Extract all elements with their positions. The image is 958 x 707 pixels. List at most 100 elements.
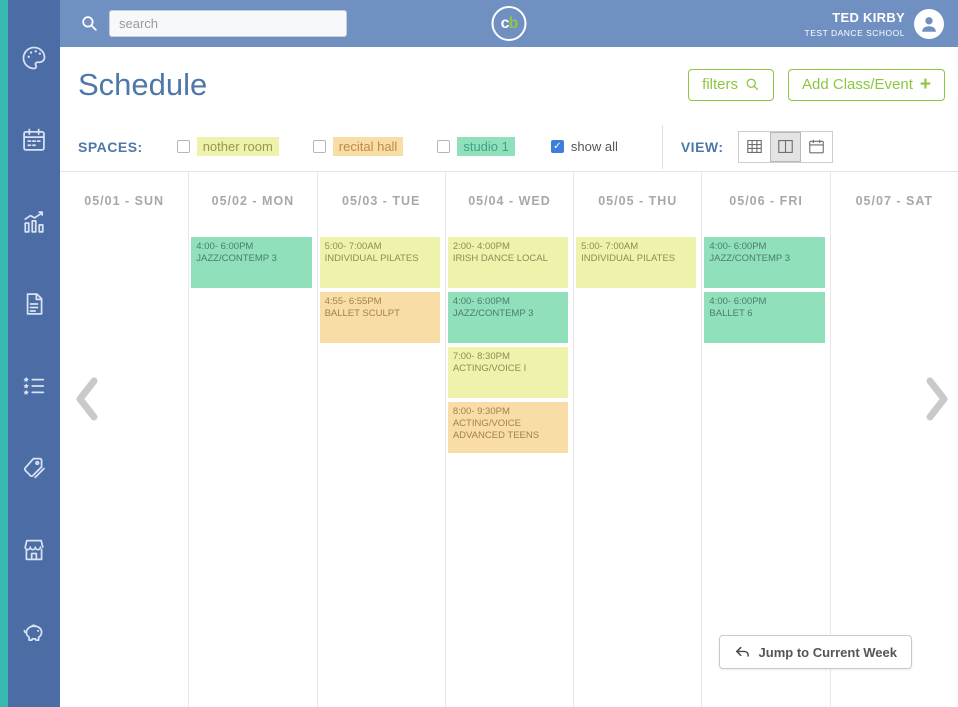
day-column: 05/01 - SUN: [60, 172, 188, 707]
space-options: nother room recital hall studio 1: [143, 137, 515, 156]
event-title: JAZZ/CONTEMP 3: [709, 253, 791, 264]
day-header: 05/04 - WED: [468, 194, 551, 208]
show-all-label: show all: [570, 139, 618, 154]
event[interactable]: 5:00- 7:00AM INDIVIDUAL PILATES: [319, 237, 440, 288]
event[interactable]: 4:55- 6:55PM BALLET SCULPT: [319, 292, 440, 343]
space-option-nother-room[interactable]: nother room: [176, 137, 279, 156]
event[interactable]: 7:00- 8:30PM ACTING/VOICE I: [447, 347, 569, 398]
event[interactable]: 4:00- 6:00PM JAZZ/CONTEMP 3: [191, 237, 312, 288]
day-column: 05/02 - MON 4:00- 6:00PM JAZZ/CONTEMP 3: [188, 172, 316, 707]
view-label: VIEW:: [680, 138, 724, 155]
avatar[interactable]: [914, 8, 944, 39]
event-title: JAZZ/CONTEMP 3: [452, 308, 534, 319]
event[interactable]: 2:00- 4:00PM IRISH DANCE LOCAL: [447, 237, 569, 288]
day-body: 2:00- 4:00PM IRISH DANCE LOCAL 4:00- 6:00P…: [446, 230, 573, 707]
sidebar-nav: [8, 0, 60, 707]
event-title: INDIVIDUAL PILATES: [581, 253, 676, 264]
view-month-button[interactable]: [801, 132, 832, 162]
view-toggle-group: [737, 130, 833, 163]
space-option-label: nother room: [196, 137, 279, 156]
day-header: 05/01 - SUN: [84, 194, 165, 208]
event-title: ACTING/VOICE ADVANCED TEENS: [452, 418, 540, 441]
event-title: INDIVIDUAL PILATES: [324, 253, 419, 264]
view-columns-button[interactable]: [769, 131, 801, 162]
previous-week-chevron[interactable]: [74, 377, 98, 426]
event[interactable]: 4:00- 6:00PM JAZZ/CONTEMP 3: [704, 237, 825, 288]
add-class-event-label: Add Class/Event: [802, 76, 913, 93]
jump-button-label: Jump to Current Week: [758, 644, 897, 660]
next-week-chevron[interactable]: [926, 377, 950, 426]
user-name: TED KIRBY: [832, 9, 905, 25]
event-title: ACTING/VOICE I: [452, 363, 527, 374]
chart-icon[interactable]: [20, 208, 48, 236]
user-menu[interactable]: TED KIRBY TEST DANCE SCHOOL: [805, 8, 958, 39]
event-title: IRISH DANCE LOCAL: [452, 253, 548, 264]
event-title: BALLET 6: [709, 308, 753, 319]
space-checkbox[interactable]: [176, 140, 190, 153]
plus-icon: +: [919, 74, 931, 95]
event[interactable]: 4:00- 6:00PM JAZZ/CONTEMP 3: [447, 292, 569, 343]
event-time: 4:00- 6:00PM: [709, 241, 767, 252]
day-header: 05/03 - TUE: [342, 194, 421, 208]
event[interactable]: 8:00- 9:30PM ACTING/VOICE ADVANCED TEENS: [447, 402, 569, 453]
day-column: 05/03 - TUE 5:00- 7:00AM INDIVIDUAL PILATE…: [316, 172, 445, 707]
space-option-label: recital hall: [332, 137, 404, 156]
search-icon[interactable]: [80, 14, 99, 33]
logo-letter-c: c: [500, 14, 510, 32]
tags-icon[interactable]: [20, 454, 48, 482]
day-column: 05/07 - SAT: [829, 172, 958, 707]
header-buttons: filters Add Class/Event +: [688, 68, 945, 101]
piggy-bank-icon[interactable]: [20, 618, 48, 646]
show-all-checkbox[interactable]: [550, 140, 564, 153]
event-time: 8:00- 9:30PM: [452, 406, 510, 417]
event-time: 4:00- 6:00PM: [452, 296, 510, 307]
space-option-studio-1[interactable]: studio 1: [437, 137, 515, 156]
day-body: 5:00- 7:00AM INDIVIDUAL PILATES 4:55- 6:55…: [318, 230, 445, 707]
event[interactable]: 5:00- 7:00AM INDIVIDUAL PILATES: [576, 237, 697, 288]
filters-search-icon: [745, 77, 760, 92]
calendar-icon[interactable]: [20, 126, 48, 154]
day-header: 05/02 - MON: [211, 194, 295, 208]
topbar: cb TED KIRBY TEST DANCE SCHOOL: [60, 0, 958, 47]
event[interactable]: 4:00- 6:00PM BALLET 6: [704, 292, 825, 343]
storefront-icon[interactable]: [20, 536, 48, 564]
spaces-label: SPACES:: [78, 138, 143, 155]
show-all-option[interactable]: show all: [550, 139, 618, 154]
page-title: Schedule: [78, 66, 208, 102]
document-icon[interactable]: [20, 290, 48, 318]
calendar-grid: 05/01 - SUN 05/02 - MON 4:00- 6:00PM JAZZ/C…: [60, 172, 958, 707]
day-column: 05/05 - THU 5:00- 7:00AM INDIVIDUAL PILATE…: [573, 172, 701, 707]
event-title: BALLET SCULPT: [324, 308, 400, 319]
day-column: 05/04 - WED 2:00- 4:00PM IRISH DANCE LOCAL…: [444, 172, 573, 707]
space-checkbox[interactable]: [312, 140, 326, 153]
search-input[interactable]: [109, 10, 347, 37]
day-header: 05/06 - FRI: [729, 194, 803, 208]
space-checkbox[interactable]: [437, 140, 451, 153]
checklist-icon[interactable]: [20, 372, 48, 400]
day-header: 05/07 - SAT: [855, 194, 934, 208]
event-time: 5:00- 7:00AM: [581, 241, 639, 252]
event-time: 5:00- 7:00AM: [324, 241, 382, 252]
day-body: 4:00- 6:00PM JAZZ/CONTEMP 3 4:00- 6:00PM BA…: [702, 230, 829, 707]
day-body: 5:00- 7:00AM INDIVIDUAL PILATES: [574, 230, 701, 707]
jump-arrow-icon: [734, 644, 751, 661]
page-header: Schedule filters Add Class/Event +: [60, 47, 958, 122]
filters-button-label: filters: [702, 76, 738, 93]
logo-letter-b: b: [508, 14, 519, 32]
event-time: 4:00- 6:00PM: [196, 241, 254, 252]
space-option-recital-hall[interactable]: recital hall: [312, 137, 404, 156]
add-class-event-button[interactable]: Add Class/Event +: [788, 68, 945, 101]
user-text: TED KIRBY TEST DANCE SCHOOL: [805, 10, 905, 38]
jump-to-current-week-button[interactable]: Jump to Current Week: [718, 635, 912, 669]
day-header: 05/05 - THU: [598, 194, 678, 208]
user-school: TEST DANCE SCHOOL: [804, 27, 905, 38]
day-column: 05/06 - FRI 4:00- 6:00PM JAZZ/CONTEMP 3 4:0…: [701, 172, 829, 707]
day-body: 4:00- 6:00PM JAZZ/CONTEMP 3: [189, 230, 316, 707]
teal-edge-strip: [0, 0, 8, 707]
event-title: JAZZ/CONTEMP 3: [196, 253, 277, 264]
filters-button[interactable]: filters: [688, 68, 774, 101]
palette-icon[interactable]: [20, 44, 48, 72]
event-time: 2:00- 4:00PM: [452, 241, 510, 252]
view-grid-button[interactable]: [739, 132, 770, 162]
